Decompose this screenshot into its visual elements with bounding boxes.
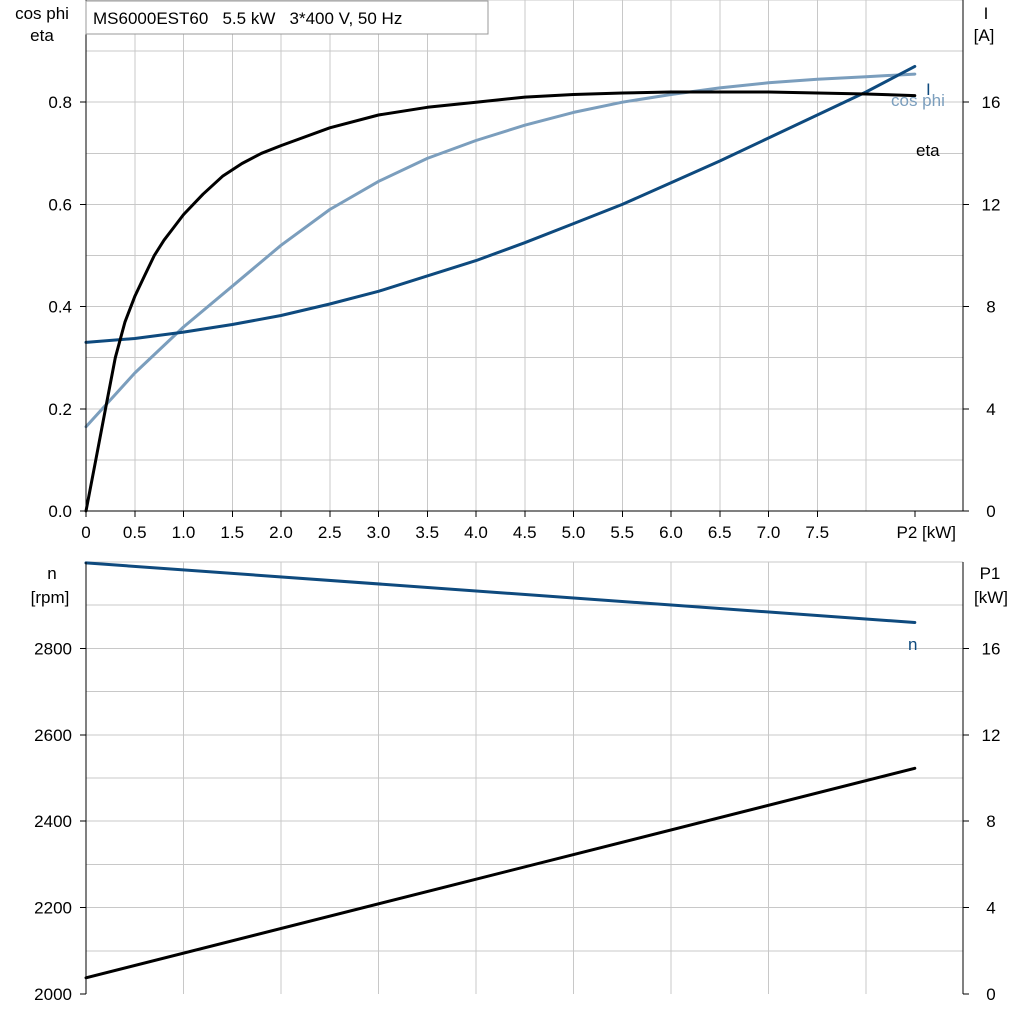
right-y-tick-label: 4 xyxy=(986,400,995,419)
left-axis-label-speed: n xyxy=(47,564,56,583)
left-y-tick-label: 0.4 xyxy=(48,298,72,317)
p1-y-tick-label: 0 xyxy=(986,985,995,1004)
bottom-chart-grid xyxy=(86,561,963,994)
top-chart-curves xyxy=(84,64,917,513)
right-y-tick-label: 12 xyxy=(982,195,1001,214)
p1-y-tick-label: 16 xyxy=(982,639,1001,658)
left-y-tick-label: 0.0 xyxy=(48,502,72,521)
right-axis-label-current: I xyxy=(984,4,989,23)
right-y-tick-label: 8 xyxy=(986,298,995,317)
x-tick-label: 7.5 xyxy=(805,523,829,542)
x-tick-label: 1.0 xyxy=(172,523,196,542)
eta-curve xyxy=(84,90,917,513)
left-y-tick-label: 0.6 xyxy=(48,195,72,214)
x-tick-label: 7.0 xyxy=(757,523,781,542)
right-y-tick-label: 16 xyxy=(982,93,1001,112)
left-y-tick-label: 0.2 xyxy=(48,400,72,419)
left-axis-label-cosphi: cos phi xyxy=(15,4,69,23)
top-chart-axes: 0 0.5 1.0 1.5 2.0 2.5 3.0 3.5 4.0 4.5 5.0 5.5 6.0 6.5… xyxy=(48,0,1000,542)
x-tick-label: 0.5 xyxy=(123,523,147,542)
bottom-chart-axes: 2000 2200 2400 2600 2800 0 4 8 12 16 xyxy=(34,562,1000,1004)
p1-y-tick-label: 8 xyxy=(986,812,995,831)
p1-y-tick-label: 4 xyxy=(986,899,995,918)
speed-curve xyxy=(84,561,917,624)
x-tick-label: 4.5 xyxy=(513,523,537,542)
x-tick-label: 6.5 xyxy=(708,523,732,542)
chart-title: MS6000EST60 5.5 kW 3*400 V, 50 Hz xyxy=(93,9,402,28)
series-label-cosphi: cos phi xyxy=(891,91,945,110)
x-tick-label: 5.0 xyxy=(562,523,586,542)
top-chart-panel: 0 0.5 1.0 1.5 2.0 2.5 3.0 3.5 4.0 4.5 5.0 5.5 6.0 6.5… xyxy=(15,0,1000,542)
x-tick-label: 5.5 xyxy=(610,523,634,542)
left-axis-label-speed-unit: [rpm] xyxy=(31,588,70,607)
speed-y-tick-label: 2200 xyxy=(34,899,72,918)
x-tick-label: 0 xyxy=(81,523,90,542)
p1-curve xyxy=(84,766,917,980)
chart-title-box xyxy=(85,0,489,35)
series-label-eta: eta xyxy=(916,141,940,160)
cosphi-curve xyxy=(84,72,917,429)
series-label-current: I xyxy=(926,80,931,99)
bottom-chart-panel: 2000 2200 2400 2600 2800 0 4 8 12 16 n [rpm] P1 [… xyxy=(31,561,1008,1004)
current-curve xyxy=(84,64,917,344)
left-y-tick-label: 0.8 xyxy=(48,93,72,112)
speed-y-tick-label: 2400 xyxy=(34,812,72,831)
x-axis-label-p2: P2 [kW] xyxy=(896,523,956,542)
speed-y-tick-label: 2800 xyxy=(34,639,72,658)
right-y-tick-label: 0 xyxy=(986,502,995,521)
p1-y-tick-label: 12 xyxy=(982,726,1001,745)
bottom-chart-curves xyxy=(84,561,917,980)
left-axis-label-eta: eta xyxy=(30,26,54,45)
speed-y-tick-label: 2600 xyxy=(34,726,72,745)
x-tick-label: 1.5 xyxy=(220,523,244,542)
right-axis-label-p1: P1 xyxy=(980,564,1001,583)
right-axis-label-p1-unit: [kW] xyxy=(974,588,1008,607)
x-tick-label: 6.0 xyxy=(659,523,683,542)
x-tick-label: 2.0 xyxy=(269,523,293,542)
x-tick-label: 2.5 xyxy=(318,523,342,542)
x-tick-label: 3.5 xyxy=(415,523,439,542)
speed-y-tick-label: 2000 xyxy=(34,985,72,1004)
x-tick-label: 3.0 xyxy=(367,523,391,542)
series-label-speed: n xyxy=(908,635,917,654)
right-axis-label-current-unit: [A] xyxy=(974,26,995,45)
x-tick-label: 4.0 xyxy=(464,523,488,542)
top-chart-grid xyxy=(86,0,963,511)
